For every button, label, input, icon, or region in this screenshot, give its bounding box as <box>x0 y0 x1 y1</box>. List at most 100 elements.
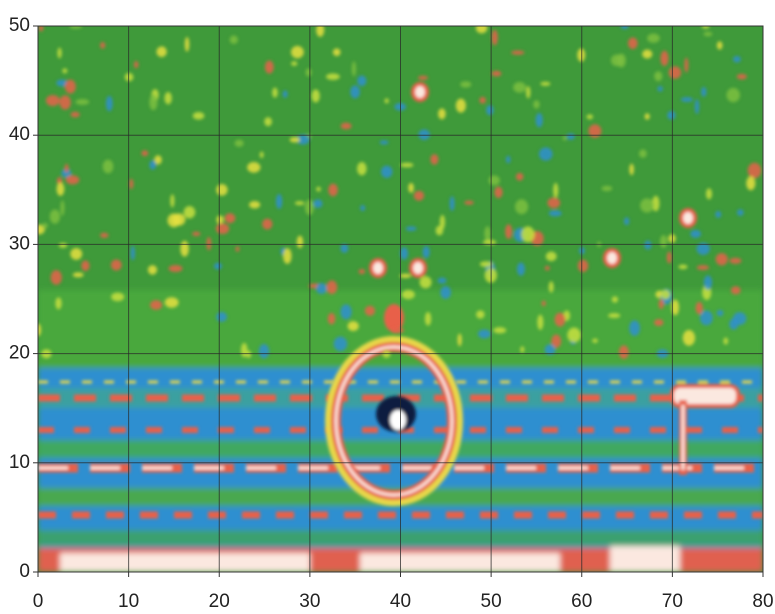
speckle <box>111 292 124 301</box>
speckle <box>341 123 352 130</box>
chart: 0102030405060708001020304050 <box>0 0 775 614</box>
speckle <box>546 252 557 262</box>
speckle <box>247 162 260 173</box>
speckle <box>678 265 687 270</box>
speckle <box>515 199 528 214</box>
speckle <box>150 300 162 310</box>
speckle <box>542 301 546 307</box>
speckle <box>216 223 229 234</box>
speckle <box>629 320 640 336</box>
x-tick-label: 0 <box>33 591 44 612</box>
speckle <box>71 112 80 118</box>
speckle <box>340 244 348 253</box>
speckle <box>440 215 445 229</box>
y-tick-label: 30 <box>9 233 30 254</box>
speckle <box>172 213 185 225</box>
speckle <box>66 175 80 184</box>
speckle <box>486 105 494 115</box>
speckle <box>540 82 550 86</box>
speckle <box>156 46 166 57</box>
speckle <box>57 182 65 196</box>
speckle <box>165 297 179 307</box>
speckle <box>185 37 190 52</box>
speckle <box>103 160 114 174</box>
speckle <box>491 71 501 77</box>
speckle <box>272 88 278 98</box>
speckle <box>706 188 712 199</box>
speckle <box>402 290 415 299</box>
speckle <box>59 243 68 248</box>
speckle <box>608 313 620 318</box>
speckle <box>479 97 486 104</box>
speckle <box>660 235 667 248</box>
speckle <box>406 226 417 231</box>
speckle <box>264 117 272 126</box>
speckle <box>352 61 356 76</box>
speckle <box>726 88 740 102</box>
speckle <box>235 140 244 147</box>
speckle <box>340 304 351 319</box>
speckle <box>660 51 668 66</box>
speckle <box>697 265 709 270</box>
speckle <box>478 329 491 338</box>
speckle <box>639 149 647 157</box>
speckle <box>729 258 741 264</box>
speckle <box>328 313 336 324</box>
speckle <box>517 263 525 276</box>
speckle <box>737 209 744 216</box>
speckle <box>59 95 70 109</box>
page: {"chart_data": {"type": "heatmap", "xlim… <box>0 0 775 614</box>
x-tick-label: 60 <box>571 591 592 612</box>
speckle <box>704 275 712 289</box>
speckle <box>684 58 688 73</box>
speckle <box>619 345 629 359</box>
speckle <box>493 327 506 333</box>
speckle <box>536 113 543 127</box>
hotspot-core <box>683 212 693 224</box>
speckle <box>657 86 663 92</box>
speckle <box>149 94 157 110</box>
speckle <box>283 90 288 97</box>
x-tick-label: 70 <box>662 591 683 612</box>
speckle <box>520 346 524 353</box>
speckle <box>81 261 89 272</box>
speckle <box>60 200 64 215</box>
y-tick-label: 40 <box>9 124 30 145</box>
speckle <box>216 312 227 322</box>
speckle <box>164 92 171 104</box>
speckle <box>214 263 222 270</box>
speckle <box>400 274 412 278</box>
speckle <box>492 30 498 45</box>
speckle <box>46 95 60 106</box>
speckle <box>295 201 305 205</box>
speckle <box>438 277 447 283</box>
speckle <box>701 87 706 97</box>
speckle <box>380 140 389 144</box>
speckle <box>539 147 553 160</box>
speckle <box>326 280 337 294</box>
speckle <box>357 75 366 86</box>
heatmap-field <box>33 23 763 572</box>
speckle <box>717 310 724 316</box>
speckle <box>359 269 366 274</box>
speckle <box>731 286 741 294</box>
speckle <box>484 226 490 241</box>
speckle <box>418 129 430 140</box>
hotspot-core <box>413 262 423 274</box>
speckle <box>553 183 558 198</box>
speckle <box>316 23 324 37</box>
speckle <box>624 217 629 225</box>
speckle <box>438 108 446 119</box>
speckle <box>106 96 113 111</box>
speckle <box>537 315 543 330</box>
speckle <box>350 85 360 98</box>
speckle <box>216 184 227 196</box>
speckle <box>134 61 138 68</box>
speckle <box>111 260 122 271</box>
speckle <box>715 211 721 218</box>
speckle <box>348 321 359 331</box>
speckle <box>73 272 84 277</box>
speckle <box>75 99 89 105</box>
speckle <box>690 230 701 238</box>
x-tick-label: 80 <box>752 591 773 612</box>
